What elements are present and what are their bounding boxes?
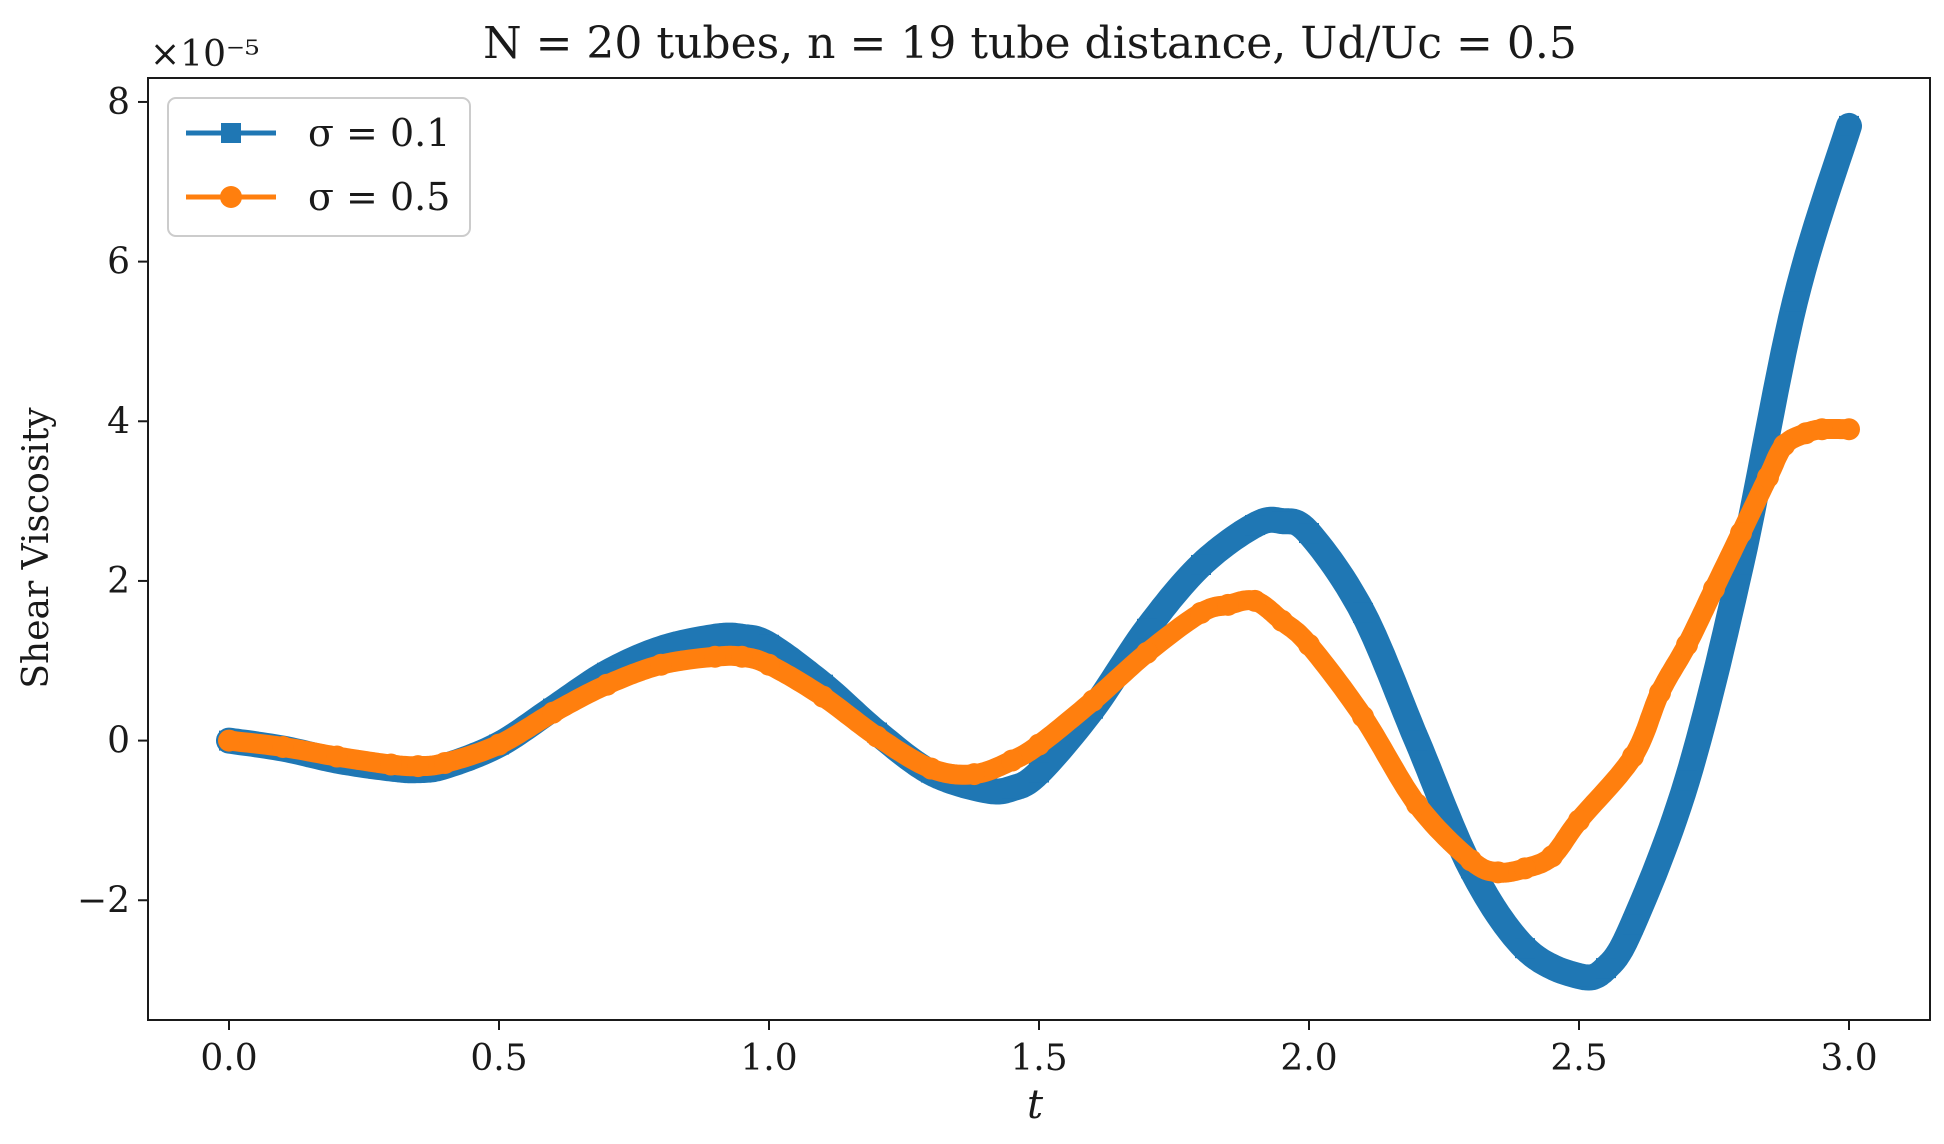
data-point (1773, 434, 1796, 457)
data-point (1001, 749, 1023, 772)
data-point (1569, 966, 1589, 987)
data-point (1272, 511, 1292, 532)
data-point (272, 735, 294, 758)
data-point (1649, 681, 1671, 704)
data-point (1245, 515, 1265, 536)
data-point (596, 673, 618, 696)
data-point (1407, 730, 1427, 751)
data-point (1298, 633, 1320, 656)
plot-frame (147, 77, 1931, 1021)
data-point (704, 645, 726, 668)
data-point (812, 685, 834, 708)
x-tick-label: 0.0 (200, 1038, 257, 1079)
data-point (1353, 602, 1373, 623)
y-tick-label: 0 (107, 721, 130, 762)
data-point (1623, 914, 1643, 935)
data-point (218, 729, 240, 752)
y-tick-label: −2 (77, 880, 130, 921)
data-point (1217, 593, 1239, 616)
data-point (920, 757, 942, 780)
y-offset-label: ×10⁻⁵ (150, 34, 259, 75)
y-tick-label: 2 (107, 561, 130, 602)
data-point (1703, 577, 1725, 600)
data-point (1082, 689, 1104, 712)
y-tick-label: 4 (107, 401, 130, 442)
data-point (1299, 523, 1319, 544)
data-point (1811, 418, 1833, 441)
data-point (1271, 609, 1293, 632)
x-tick-label: 3.0 (1820, 1038, 1877, 1079)
y-tick-label: 6 (107, 242, 130, 283)
data-point (1541, 845, 1563, 868)
data-point (542, 701, 564, 724)
data-point (731, 645, 753, 668)
y-axis-label: Shear Viscosity (16, 407, 57, 689)
data-point (1785, 291, 1805, 312)
data-point (1514, 857, 1536, 880)
data-point (1137, 618, 1157, 639)
data-point (1244, 589, 1266, 612)
data-point (1002, 778, 1022, 799)
data-point (326, 745, 348, 768)
data-point (1757, 466, 1779, 489)
data-point (1677, 770, 1697, 791)
data-point (407, 755, 429, 778)
x-tick-label: 1.5 (1010, 1038, 1067, 1079)
x-tick-label: 2.5 (1550, 1038, 1607, 1079)
legend: σ = 0.1 σ = 0.5 (167, 97, 471, 237)
data-point (488, 733, 510, 756)
data-point (434, 751, 456, 774)
data-point (1406, 793, 1428, 816)
data-point (1191, 554, 1211, 575)
legend-marker-circle (220, 186, 242, 208)
data-point (1460, 849, 1482, 872)
series-sigma-0-5 (218, 418, 1860, 884)
data-point (1352, 705, 1374, 728)
series-line (216, 112, 1862, 991)
data-point (1596, 958, 1616, 979)
data-point (1515, 938, 1535, 959)
data-point (1136, 641, 1158, 664)
data-point (1487, 861, 1509, 884)
legend-label-sigma-0-1: σ = 0.1 (308, 111, 450, 155)
chart-title: N = 20 tubes, n = 19 tube distance, Ud/U… (483, 18, 1577, 69)
data-point (975, 780, 995, 801)
data-point (1190, 601, 1212, 624)
legend-label-sigma-0-5: σ = 0.5 (308, 175, 450, 219)
data-point (1838, 418, 1860, 441)
legend-entry-sigma-0-5: σ = 0.5 (186, 175, 450, 219)
data-point (1676, 633, 1698, 656)
data-point (650, 653, 672, 676)
data-point (1568, 809, 1590, 832)
data-point (1730, 522, 1752, 545)
data-point (705, 626, 725, 647)
data-point (963, 763, 986, 786)
series-sigma-0-1 (216, 112, 1862, 991)
x-tick-label: 1.0 (740, 1038, 797, 1079)
legend-entry-sigma-0-1: σ = 0.1 (186, 111, 450, 155)
data-point (380, 753, 402, 776)
x-tick-label: 2.0 (1280, 1038, 1337, 1079)
data-point (758, 653, 780, 676)
data-point (759, 634, 779, 655)
data-point (1839, 115, 1859, 136)
data-point (1028, 733, 1050, 756)
data-point (866, 725, 888, 748)
x-axis-label: t (1027, 1082, 1044, 1128)
series-layer (216, 112, 1862, 991)
ticks-layer: 0.0 0.5 1.0 1.5 2.0 2.5 3.0 −2 0 2 4 6 8 (77, 82, 1878, 1079)
y-tick-label: 8 (107, 82, 130, 123)
series-line (219, 419, 1859, 883)
data-point (1622, 745, 1644, 768)
data-point (1029, 762, 1049, 783)
data-point (732, 626, 752, 647)
legend-marker-square (221, 123, 241, 143)
x-tick-label: 0.5 (470, 1038, 527, 1079)
